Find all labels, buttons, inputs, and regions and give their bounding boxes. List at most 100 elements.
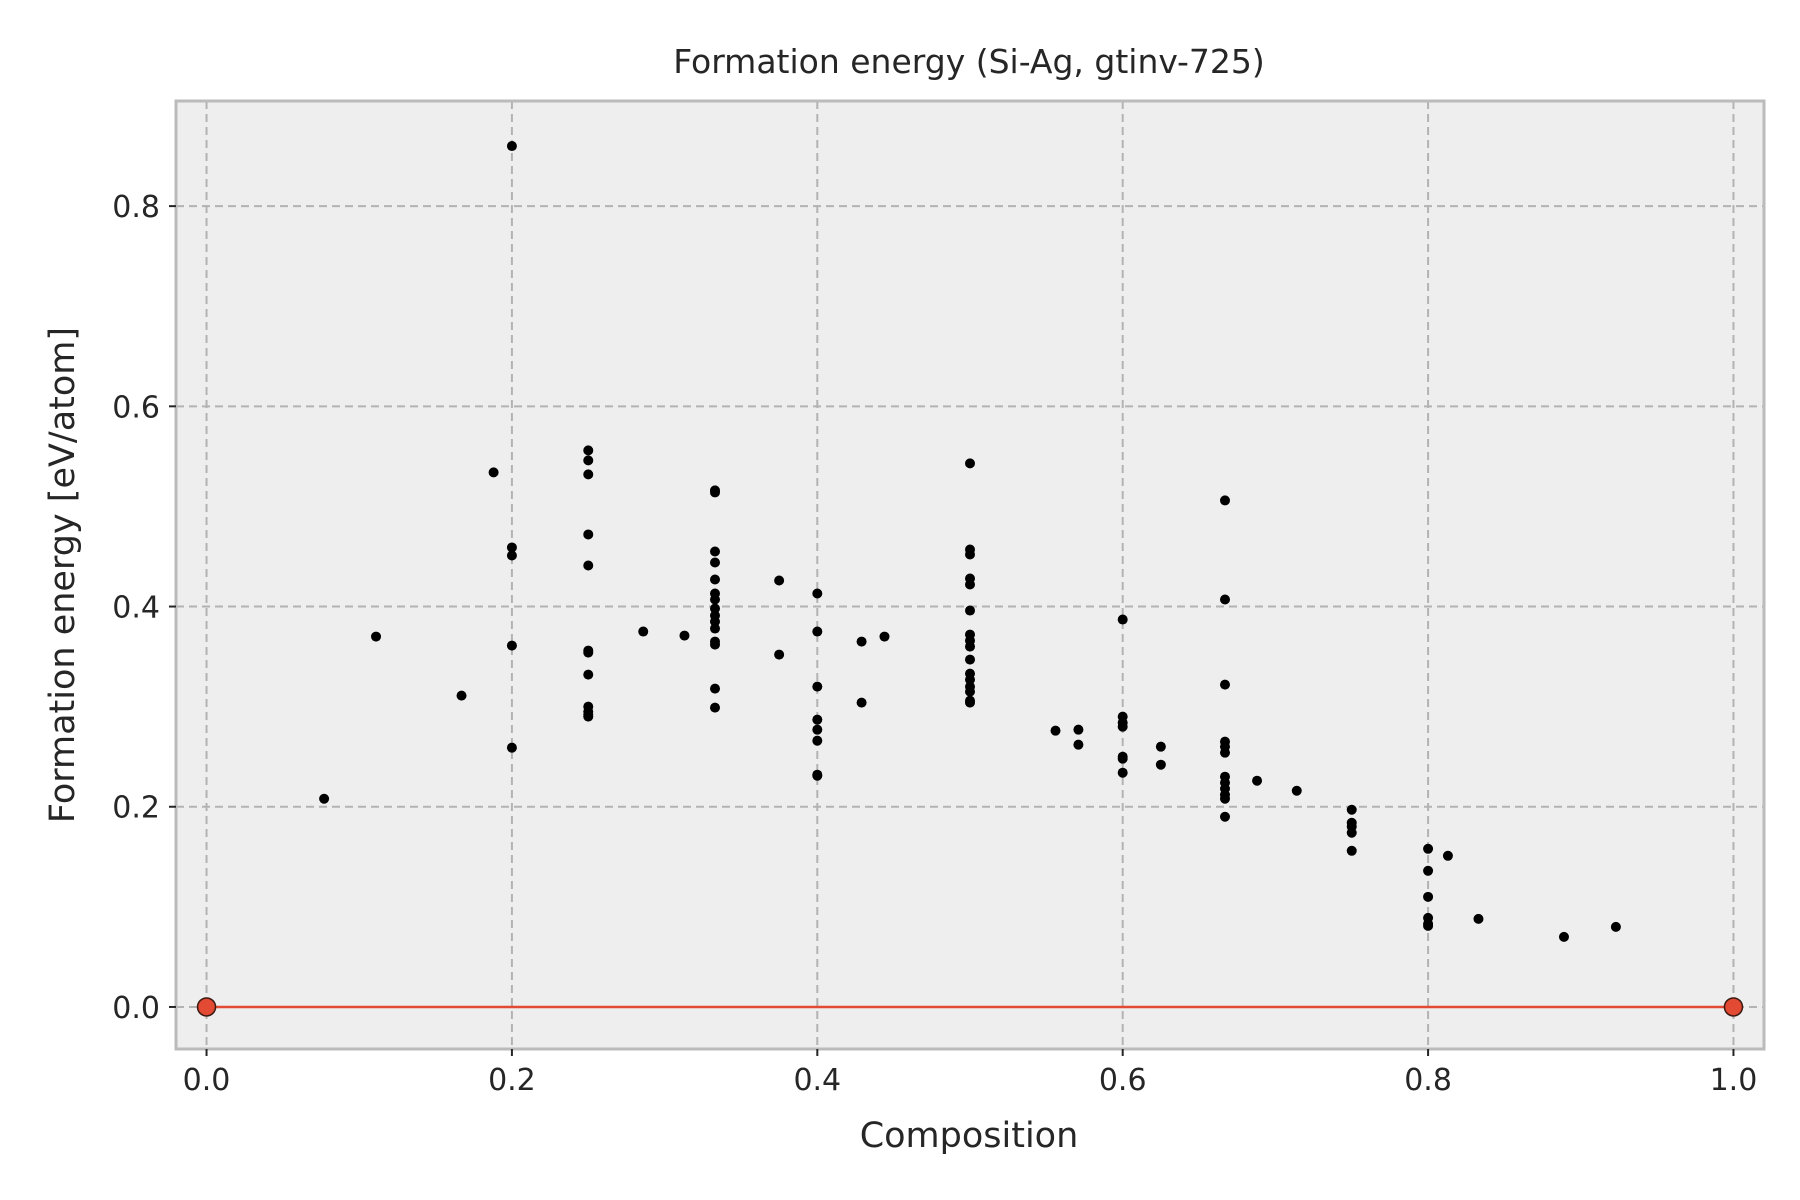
x-tick-label: 0.0 xyxy=(183,1063,231,1098)
data-point xyxy=(710,546,721,557)
data-point xyxy=(710,574,721,585)
data-point xyxy=(812,735,823,746)
data-point xyxy=(812,681,823,692)
data-point xyxy=(1291,785,1302,796)
data-point xyxy=(710,702,721,713)
data-point xyxy=(812,724,823,735)
data-point xyxy=(965,549,975,560)
data-point xyxy=(506,141,517,152)
data-point xyxy=(1073,724,1084,735)
data-point xyxy=(506,640,517,651)
y-tick-label: 0.8 xyxy=(112,190,160,225)
y-tick-label: 0.0 xyxy=(112,991,160,1026)
data-point xyxy=(710,557,721,568)
data-point xyxy=(856,697,867,708)
data-point xyxy=(1442,850,1453,861)
data-point xyxy=(1219,495,1230,506)
data-point xyxy=(583,560,594,571)
data-point xyxy=(583,647,594,658)
x-tick-label: 0.4 xyxy=(793,1063,841,1098)
x-axis-label: Composition xyxy=(860,1116,1079,1156)
data-point xyxy=(1117,753,1128,764)
data-point xyxy=(456,690,467,701)
data-point xyxy=(583,709,594,720)
data-point xyxy=(506,550,517,561)
x-tick-label: 0.2 xyxy=(488,1063,536,1098)
data-point xyxy=(710,623,721,634)
data-point xyxy=(506,542,517,553)
data-point xyxy=(812,588,823,599)
data-point xyxy=(319,793,330,804)
data-point xyxy=(1219,747,1230,758)
y-tick-label: 0.6 xyxy=(112,390,160,425)
data-point xyxy=(1117,767,1128,778)
data-point xyxy=(1473,913,1484,924)
data-point xyxy=(710,639,721,650)
data-point xyxy=(1219,793,1230,804)
data-point xyxy=(856,636,867,647)
data-point xyxy=(1155,759,1166,770)
data-point xyxy=(812,714,823,725)
data-point xyxy=(710,594,721,605)
data-point xyxy=(1346,827,1357,838)
data-point xyxy=(583,445,594,456)
x-tick-label: 1.0 xyxy=(1710,1063,1758,1098)
data-point xyxy=(774,575,785,586)
data-point xyxy=(1219,679,1230,690)
data-point xyxy=(1423,865,1434,876)
data-point xyxy=(965,458,975,469)
x-tick-label: 0.6 xyxy=(1099,1063,1147,1098)
data-point xyxy=(1117,614,1128,625)
data-point xyxy=(812,770,823,781)
data-point xyxy=(965,641,975,652)
x-tick-labels: 0.0 0.2 0.4 0.6 0.8 1.0 xyxy=(183,1049,1758,1098)
plot-frame xyxy=(174,99,1766,1051)
data-point xyxy=(1219,811,1230,822)
data-point xyxy=(488,467,499,478)
y-axis-label: Formation energy [eV/atom] xyxy=(43,327,83,823)
data-point xyxy=(1117,721,1128,732)
data-point xyxy=(965,605,975,616)
data-point xyxy=(1155,741,1166,752)
data-point xyxy=(1050,725,1061,736)
data-point xyxy=(1610,921,1621,932)
data-points xyxy=(319,141,1621,942)
chart-title: Formation energy (Si-Ag, gtinv-725) xyxy=(673,42,1265,81)
data-point xyxy=(710,616,721,627)
data-point xyxy=(1558,931,1569,942)
data-point xyxy=(774,649,785,660)
data-point xyxy=(1423,920,1434,931)
x-tick-label: 0.8 xyxy=(1404,1063,1452,1098)
data-point xyxy=(710,487,721,498)
data-point xyxy=(879,631,890,642)
y-tick-label: 0.2 xyxy=(112,791,160,826)
data-point xyxy=(506,742,517,753)
data-point xyxy=(965,654,975,665)
hull-point xyxy=(196,997,217,1017)
data-point xyxy=(710,603,721,614)
data-point xyxy=(965,686,975,697)
data-point xyxy=(1252,775,1263,786)
data-point xyxy=(1423,891,1434,902)
data-point xyxy=(679,630,690,641)
data-point xyxy=(965,674,975,685)
data-point xyxy=(710,683,721,694)
data-point xyxy=(583,469,594,480)
data-point xyxy=(1073,739,1084,750)
data-point xyxy=(1346,804,1357,815)
data-point xyxy=(965,697,975,708)
hull-point xyxy=(1723,997,1744,1017)
data-point xyxy=(812,626,823,637)
data-point xyxy=(371,631,382,642)
data-point xyxy=(1346,845,1357,856)
data-point xyxy=(583,529,594,540)
hull-endpoints xyxy=(196,997,1744,1017)
data-point xyxy=(583,669,594,680)
data-point xyxy=(1219,594,1230,605)
data-point xyxy=(638,626,649,637)
data-point xyxy=(1423,843,1434,854)
y-tick-labels: 0.0 0.2 0.4 0.6 0.8 xyxy=(112,190,176,1026)
y-tick-label: 0.4 xyxy=(112,591,160,626)
data-point xyxy=(583,455,594,466)
